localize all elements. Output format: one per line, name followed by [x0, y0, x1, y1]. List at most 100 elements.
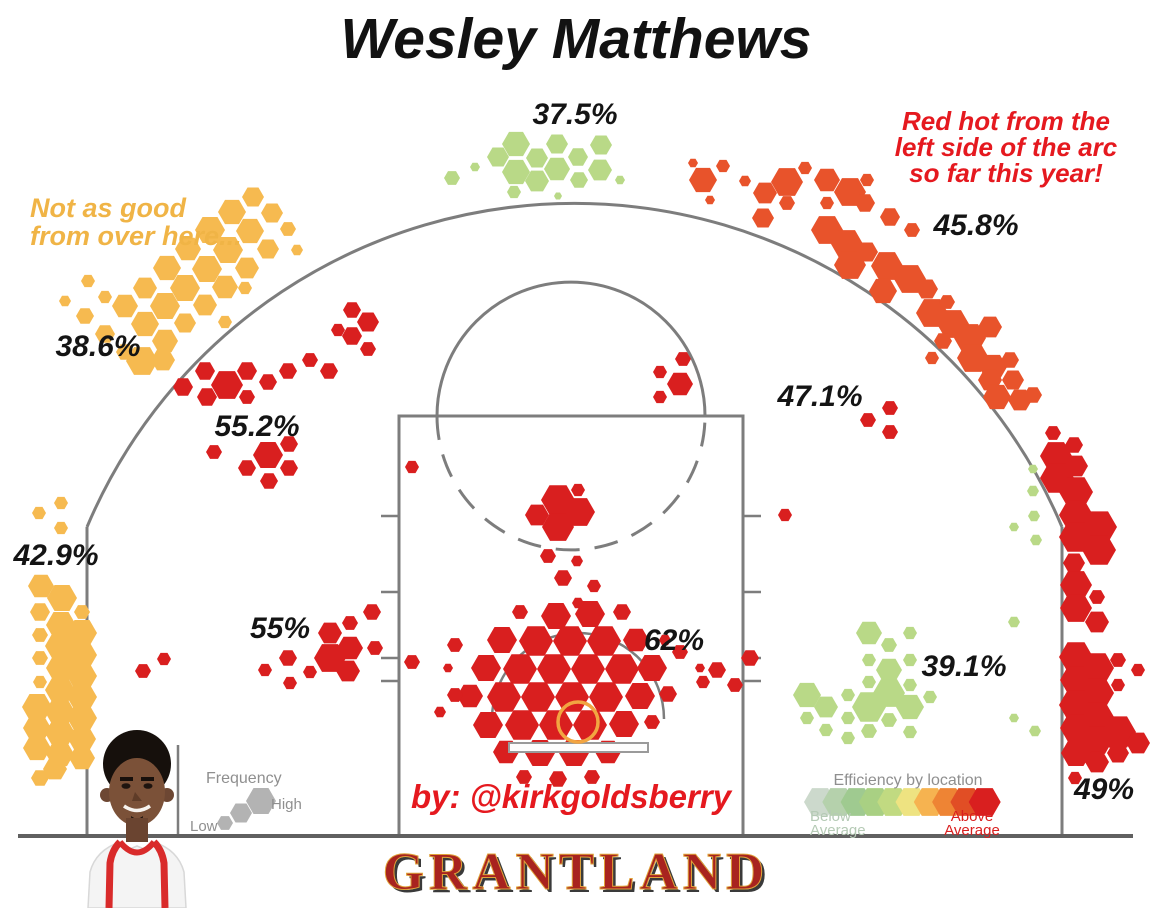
hexbin-right-baseline-midrange: [793, 682, 821, 708]
hexbin-left-corner-3pt: [31, 770, 49, 786]
hexbin-right-wing-3pt: [739, 175, 751, 187]
hexbin-right-corner-3pt: [1131, 663, 1145, 677]
hexbin-right-midrange-dots: [860, 413, 876, 427]
hexbin-restricted-area: [443, 663, 453, 673]
hexbin-right-corner-3pt: [1060, 571, 1092, 599]
free-throw-circle-bottom-dashed: [435, 415, 707, 552]
hexbin-top-key-3pt: [525, 170, 549, 192]
hexbin-top-key-3pt: [544, 157, 570, 181]
frequency-legend-hex: [230, 803, 252, 823]
hexbin-restricted-area: [487, 627, 517, 653]
hexbin-left-wing-3pt: [126, 347, 158, 375]
efficiency-below-label: Below Average: [810, 808, 866, 840]
player-nose: [132, 792, 142, 801]
hexbin-left-midrange: [279, 363, 297, 379]
hexbin-right-baseline-midrange: [881, 713, 897, 727]
efficiency-legend-hex-9: [968, 788, 1001, 816]
hexbin-right-corner-3pt: [1065, 437, 1083, 453]
hexbin-right-wing-inside-dots: [1027, 485, 1039, 497]
hexbin-right-corner-3pt: [1111, 678, 1125, 692]
free-throw-circle-top: [435, 280, 707, 417]
hexbin-free-throw: [572, 597, 584, 609]
hexbin-left-midrange: [336, 660, 360, 682]
player-headshot: [87, 730, 187, 908]
hexbin-restricted-area: [512, 605, 528, 619]
hexbin-right-wing-3pt: [1024, 387, 1042, 403]
hexbin-restricted-area: [487, 682, 521, 712]
hexbin-left-corner-3pt: [33, 675, 47, 689]
hexbin-right-wing-3pt: [771, 168, 803, 196]
player-brow-right: [141, 777, 154, 781]
hexbin-restricted-area: [571, 654, 605, 684]
hexbin-right-wing-3pt: [716, 159, 730, 173]
hexbin-restricted-area: [605, 654, 639, 684]
hexbin-left-midrange: [206, 445, 222, 459]
hexbin-right-baseline-midrange: [923, 690, 937, 704]
hexbin-left-midrange: [173, 378, 193, 396]
hexbin-free-throw: [540, 549, 556, 563]
annotation-not-as-good: Not as good from over here...: [30, 193, 242, 252]
hexbin-right-corner-3pt: [1059, 522, 1093, 552]
hexbin-left-wing-3pt: [175, 237, 201, 261]
hexbin-free-throw: [571, 555, 583, 567]
hexbin-right-wing-inside-dots: [1008, 616, 1020, 628]
hexbin-restricted-area: [541, 603, 571, 629]
hexbin-left-midrange: [363, 604, 381, 620]
hexbin-left-corner-3pt: [47, 585, 77, 611]
hexbin-left-midrange: [318, 622, 342, 644]
frequency-legend-hex: [217, 816, 233, 830]
hexbin-left-midrange: [280, 436, 298, 452]
hexbin-left-midrange: [260, 473, 278, 489]
hexbin-right-wing-3pt: [820, 196, 834, 210]
hexbin-left-wing-3pt: [280, 222, 296, 236]
hexbin-left-wing-3pt: [174, 313, 196, 333]
hexbin-left-corner-3pt: [43, 758, 67, 780]
zone-label-47.1%: 47.1%: [776, 380, 862, 413]
hexbin-left-wing-3pt: [81, 274, 95, 288]
hexbin-restricted-area: [447, 688, 463, 702]
hexbin-left-wing-3pt: [193, 294, 217, 316]
hexbin-left-corner-3pt: [74, 605, 90, 619]
hexbin-right-wing-3pt: [688, 158, 698, 168]
zone-label-49%: 49%: [1073, 773, 1134, 806]
player-brow-left: [120, 777, 133, 781]
hexbin-restricted-area: [644, 715, 660, 729]
efficiency-above-label: Above Average: [944, 808, 1000, 840]
hexbin-right-wing-3pt: [978, 316, 1002, 338]
hexbin-left-corner-3pt: [67, 705, 97, 731]
hexbin-right-corner-3pt: [1085, 751, 1109, 773]
hexbin-restricted-area: [613, 604, 631, 620]
hexbin-right-wing-inside-dots: [1009, 522, 1019, 532]
hexbin-restricted-area: [637, 655, 667, 681]
hexbin-left-wing-3pt: [242, 187, 264, 207]
hexbin-left-wing-3pt: [95, 325, 115, 343]
hexbin-left-midrange: [135, 664, 151, 678]
hexbin-right-baseline-midrange: [841, 711, 855, 725]
hexbin-left-midrange: [342, 616, 358, 630]
hexbin-left-corner-3pt: [22, 694, 52, 720]
hexbin-right-baseline-midrange: [861, 724, 877, 738]
player-neck: [126, 818, 148, 842]
hexbin-left-corner-3pt: [67, 684, 97, 710]
hexbin-left-midrange: [302, 353, 318, 367]
hexbin-top-key-3pt: [570, 172, 588, 188]
hexbin-left-corner-3pt: [32, 651, 48, 665]
hexbin-right-wing-3pt: [880, 208, 900, 226]
hexbin-left-wing-3pt: [213, 237, 243, 263]
hexbin-left-midrange: [303, 665, 317, 679]
hexbin-restricted-area: [521, 682, 555, 712]
zone-label-42.9%: 42.9%: [12, 539, 98, 572]
hexbin-right-wing-3pt: [869, 278, 897, 304]
hexbin-left-midrange: [239, 390, 255, 404]
hexbin-right-wing-3pt: [1001, 352, 1019, 368]
hexbin-restricted-area: [434, 706, 446, 718]
hexbin-restricted-area: [519, 626, 553, 656]
hexbin-restricted-area: [553, 626, 587, 656]
hexbin-left-wing-3pt: [195, 217, 225, 243]
hexbin-right-corner-3pt: [1040, 442, 1072, 470]
frequency-legend-title: Frequency: [206, 770, 282, 787]
hexbin-left-corner-3pt: [54, 521, 68, 535]
hexbin-right-baseline-midrange: [881, 638, 897, 652]
